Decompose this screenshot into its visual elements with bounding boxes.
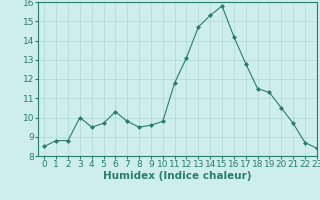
X-axis label: Humidex (Indice chaleur): Humidex (Indice chaleur) xyxy=(103,171,252,181)
